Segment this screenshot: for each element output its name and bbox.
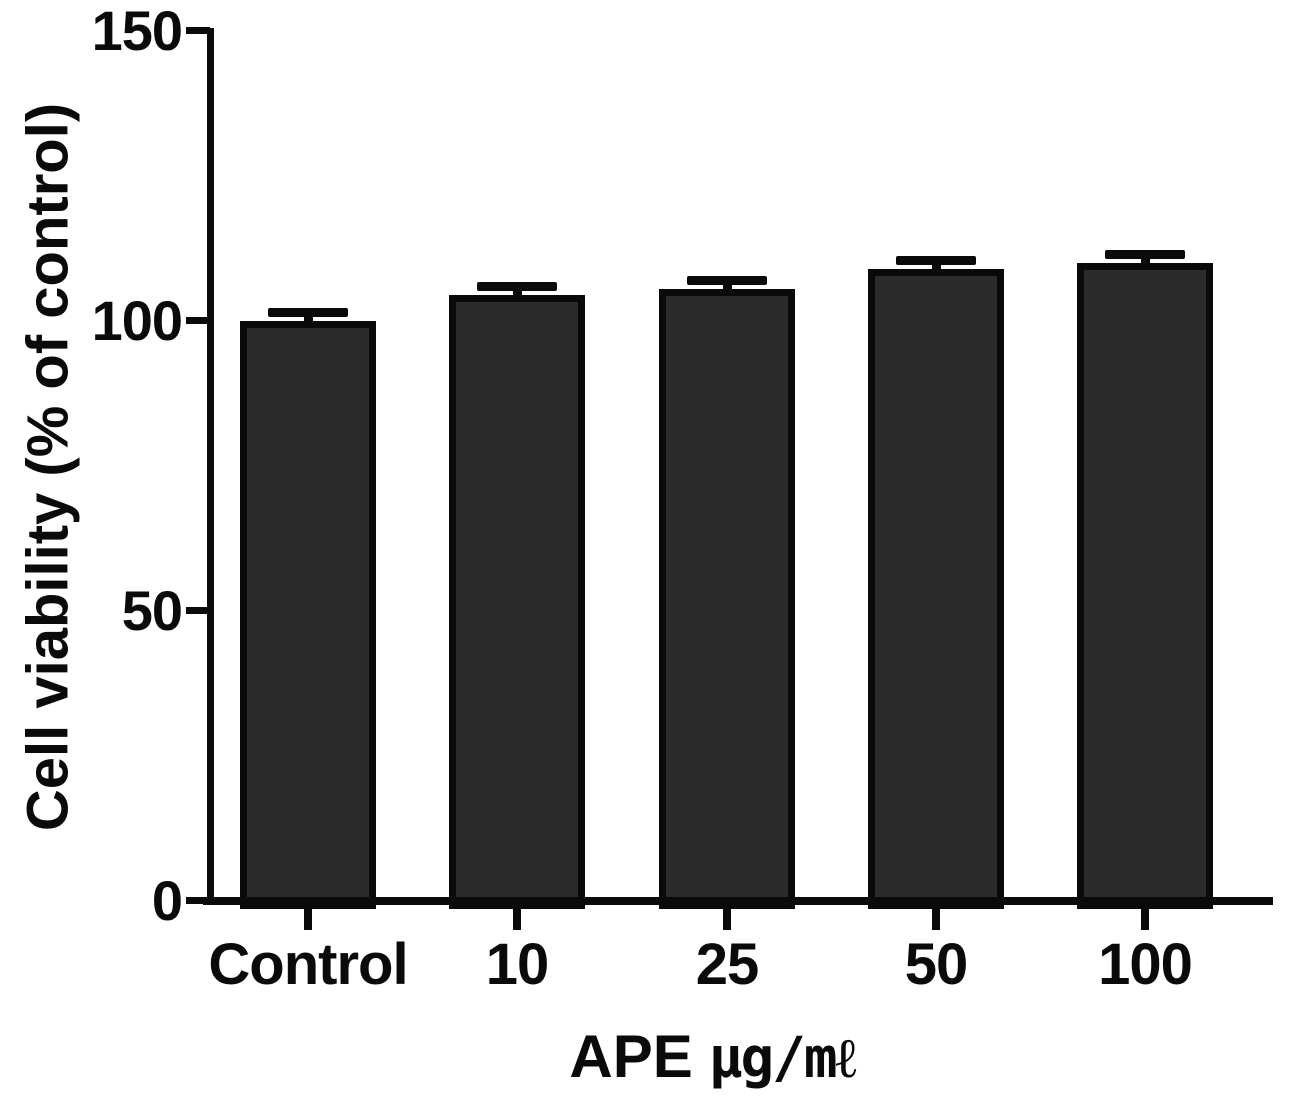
y-tick (186, 317, 210, 324)
y-axis-line (207, 28, 214, 905)
x-axis-title-prefix: APE (569, 1023, 693, 1090)
error-bar-cap (1105, 250, 1185, 260)
x-tick (723, 905, 731, 930)
bar (659, 289, 795, 909)
error-bar-cap (687, 276, 767, 286)
x-axis-title: APE µg/mℓ (312, 1022, 1112, 1091)
y-tick-label: 0 (151, 869, 183, 932)
error-bar-cap (896, 256, 976, 266)
error-bar-cap (477, 282, 557, 292)
x-tick-label: 10 (485, 932, 550, 997)
x-tick-label: 100 (1098, 932, 1193, 997)
bar (240, 321, 376, 909)
y-tick (186, 607, 210, 614)
x-tick (932, 905, 940, 930)
x-tick (513, 905, 521, 930)
bar (1077, 263, 1213, 909)
y-tick-label: 100 (91, 289, 183, 352)
y-tick-label: 150 (91, 0, 183, 62)
y-tick-label: 50 (121, 579, 183, 642)
bar (868, 268, 1004, 909)
error-bar-cap (268, 308, 348, 318)
y-tick (186, 897, 210, 904)
x-tick (304, 905, 312, 930)
x-tick (1141, 905, 1149, 930)
x-axis-line (203, 897, 1273, 905)
x-tick-label: 25 (695, 932, 760, 997)
x-tick-label: 50 (904, 932, 969, 997)
bar (449, 294, 585, 909)
x-tick-label: Control (208, 932, 408, 997)
y-axis-title: Cell viability (% of control) (15, 102, 81, 832)
y-tick (186, 27, 210, 34)
x-axis-title-unit: µg/mℓ (708, 1026, 857, 1091)
